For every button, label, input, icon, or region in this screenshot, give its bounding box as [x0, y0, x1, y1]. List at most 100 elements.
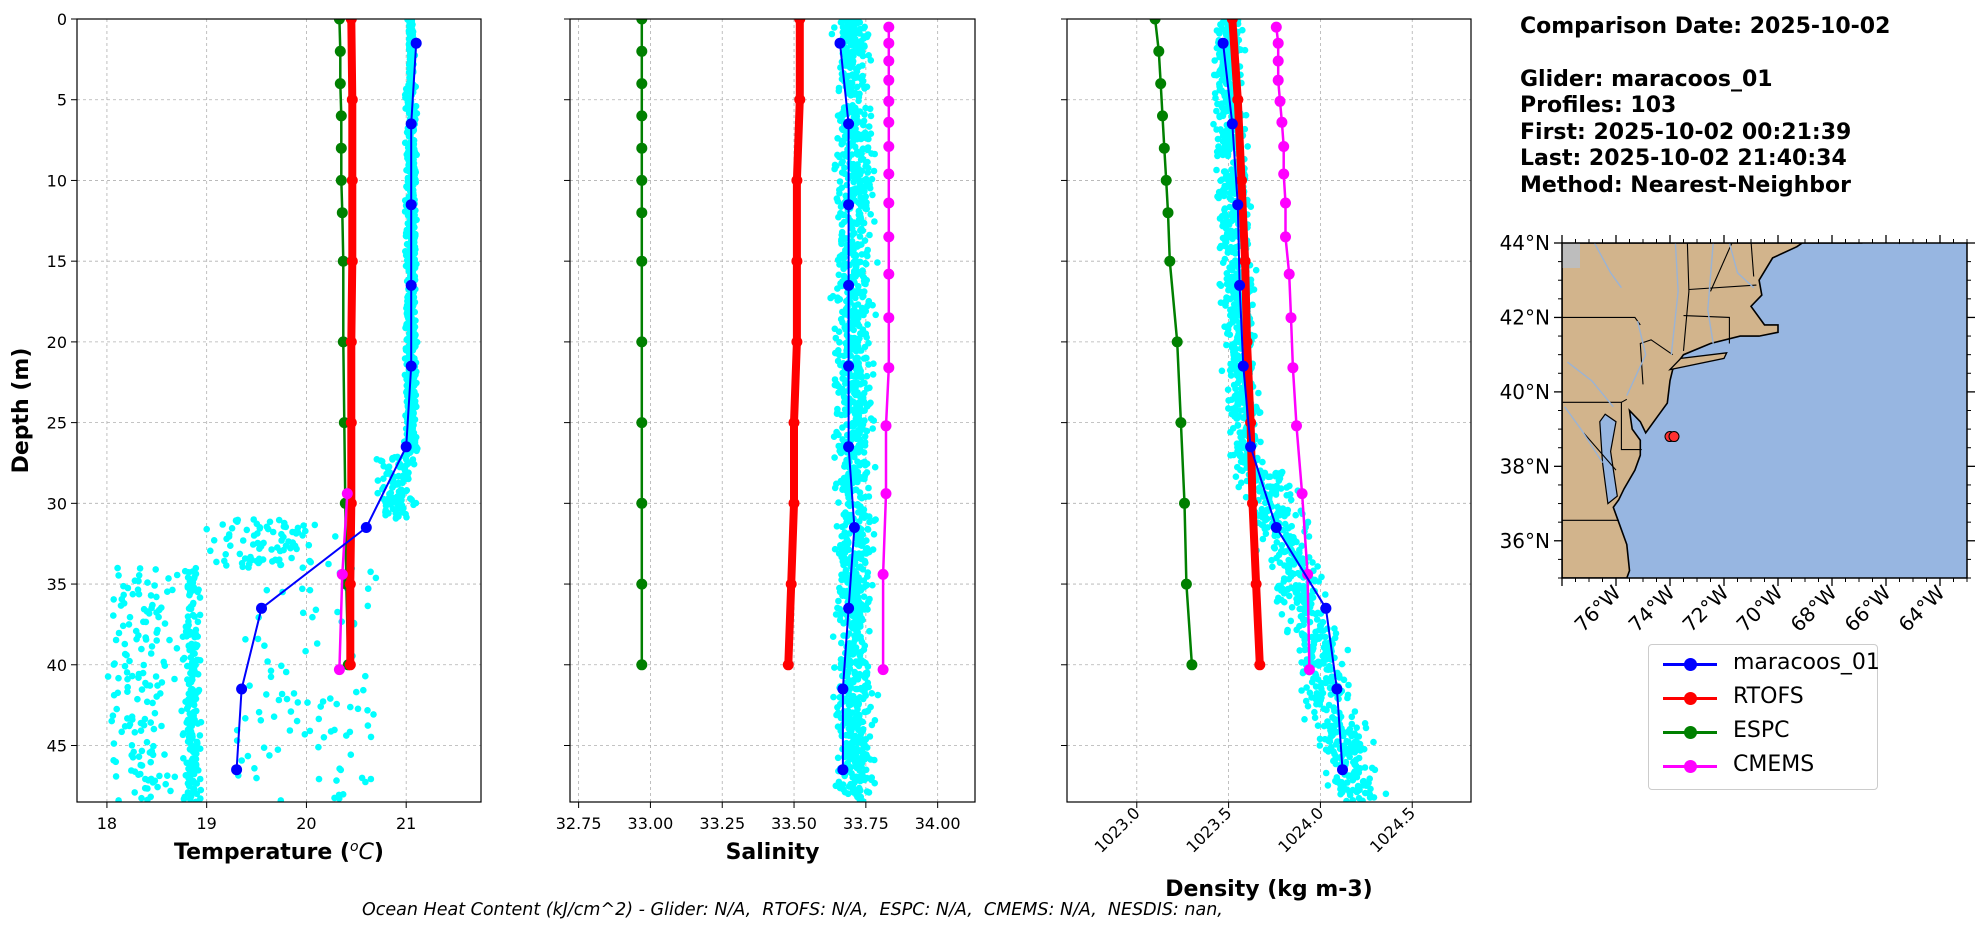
scatter-point: [835, 271, 843, 279]
scatter-point: [129, 590, 137, 598]
scatter-point: [1233, 270, 1240, 278]
scatter-point: [833, 523, 841, 530]
scatter-point: [380, 475, 387, 483]
scatter-point: [1308, 600, 1315, 608]
scatter-point: [1232, 385, 1239, 393]
scatter-point: [858, 763, 865, 770]
scatter-point: [151, 582, 158, 589]
scatter-point: [848, 237, 856, 245]
scatter-point: [862, 559, 869, 567]
scatter-point: [1230, 292, 1238, 299]
scatter-point: [838, 137, 846, 145]
scatter-point: [860, 117, 868, 125]
scatter-point: [855, 187, 863, 194]
scatter-point: [409, 264, 416, 272]
scatter-point: [856, 415, 863, 423]
scatter-point: [184, 676, 191, 683]
scatter-point: [182, 698, 189, 705]
series-marker: [346, 255, 358, 267]
y-tick-label: 35: [47, 575, 67, 594]
scatter-point: [179, 633, 187, 640]
scatter-point: [1214, 135, 1222, 143]
series-marker: [1157, 110, 1168, 122]
scatter-point: [400, 475, 407, 482]
scatter-point: [403, 450, 410, 458]
scatter-point: [302, 647, 309, 655]
state-border: [1709, 243, 1733, 292]
scatter-point: [238, 757, 245, 764]
scatter-point: [1222, 213, 1230, 220]
scatter-point: [1217, 21, 1224, 28]
scatter-point: [225, 531, 233, 538]
scatter-point: [852, 288, 860, 295]
scatter-point: [360, 686, 367, 694]
x-axis-label: Density (kg m-3): [1165, 877, 1373, 902]
scatter-point: [1276, 475, 1284, 482]
scatter-point: [1225, 136, 1232, 144]
series-cmems: [1270, 21, 1315, 676]
y-tick-label: 25: [47, 414, 67, 433]
scatter-point: [266, 518, 274, 526]
scatter-point: [1257, 438, 1264, 446]
scatter-point: [255, 708, 263, 716]
series-marker: [880, 488, 892, 500]
scatter-point: [1223, 341, 1230, 349]
scatter-point: [850, 326, 857, 334]
scatter-point: [838, 411, 845, 419]
scatter-point: [142, 775, 149, 783]
scatter-point: [1244, 143, 1251, 150]
scatter-point: [828, 30, 836, 38]
scatter-point: [1211, 57, 1218, 64]
series-marker: [877, 568, 889, 580]
scatter-point: [162, 780, 169, 788]
scatter-point: [1316, 742, 1324, 749]
series-marker: [880, 420, 892, 432]
series-marker: [337, 336, 349, 348]
series-marker: [1272, 37, 1284, 49]
scatter-point: [839, 592, 846, 599]
x-tick-label: 19: [196, 814, 216, 833]
scatter-point: [126, 721, 134, 728]
scatter-point: [242, 636, 249, 643]
scatter-point: [327, 695, 334, 702]
scatter-point: [1232, 473, 1240, 481]
scatter-point: [192, 744, 200, 751]
scatter-point: [412, 391, 420, 399]
scatter-point: [131, 577, 139, 584]
scatter-point: [855, 564, 863, 571]
scatter-point: [858, 494, 866, 502]
x-tick-label: 1024.0: [1274, 803, 1327, 856]
y-tick-label: 15: [47, 252, 67, 271]
scatter-point: [186, 588, 194, 595]
x-tick-label: 21: [396, 814, 416, 833]
scatter-point: [336, 765, 343, 772]
scatter-point: [151, 709, 159, 717]
scatter-point: [190, 666, 198, 673]
scatter-point: [1216, 244, 1224, 252]
scatter-point: [869, 425, 876, 432]
scatter-point: [243, 526, 251, 534]
x-tick-label: 34.00: [915, 814, 961, 833]
scatter-point: [1259, 458, 1266, 466]
series-marker: [843, 118, 855, 130]
y-tick-label: 10: [47, 171, 67, 190]
scatter-point: [407, 19, 415, 26]
scatter-point: [855, 283, 862, 290]
state-border: [1750, 243, 1755, 277]
series-line: [235, 43, 418, 770]
scatter-point: [1333, 721, 1340, 728]
scatter-point: [392, 515, 400, 522]
scatter-point: [411, 224, 418, 231]
scatter-point: [838, 553, 846, 561]
scatter-point: [140, 618, 147, 626]
scatter-point: [1327, 678, 1335, 685]
scatter-point: [858, 746, 866, 754]
series-marker: [1153, 45, 1165, 57]
scatter-point: [136, 565, 144, 572]
scatter-point: [842, 47, 849, 54]
scatter-point: [374, 489, 382, 497]
scatter-point: [1286, 592, 1293, 600]
scatter-point: [1332, 741, 1340, 748]
scatter-point: [374, 477, 382, 484]
scatter-point: [1249, 301, 1256, 309]
